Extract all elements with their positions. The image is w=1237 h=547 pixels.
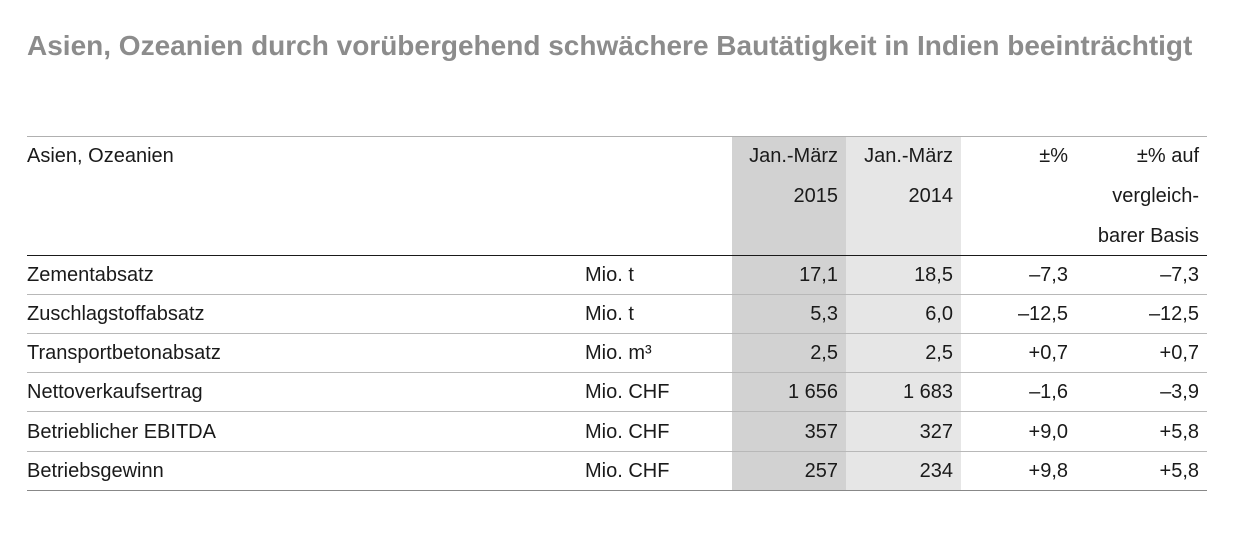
row-divider — [27, 372, 1207, 373]
header-label: Asien, Ozeanien — [27, 145, 174, 167]
header-rule — [27, 255, 1207, 256]
table-top-rule — [27, 136, 1207, 137]
header-2015-line1: Jan.-März — [749, 145, 838, 167]
header-2014-line2: 2014 — [908, 185, 954, 207]
row-value-2014: 6,0 — [925, 303, 953, 325]
row-value-2015: 2,5 — [810, 342, 838, 364]
row-pct: +9,0 — [1028, 421, 1068, 443]
row-label: Betrieblicher EBITDA — [27, 421, 216, 443]
row-divider — [27, 411, 1207, 412]
row-label: Nettoverkaufsertrag — [27, 381, 203, 403]
header-pct-basis-line3: barer Basis — [1097, 225, 1199, 247]
table-bottom-rule — [27, 490, 1207, 491]
row-value-2015: 5,3 — [810, 303, 838, 325]
header-pct-basis-line1: ±% auf — [1136, 145, 1199, 167]
row-pct: +9,8 — [1028, 460, 1068, 482]
row-pct-basis: +0,7 — [1159, 342, 1199, 364]
row-value-2014: 234 — [919, 460, 953, 482]
row-divider — [27, 333, 1207, 334]
row-value-2015: 1 656 — [787, 381, 838, 403]
row-pct-basis: +5,8 — [1159, 460, 1199, 482]
row-pct: –7,3 — [1029, 264, 1068, 286]
header-2015-line2: 2015 — [793, 185, 839, 207]
row-label: Zuschlagstoffabsatz — [27, 303, 205, 325]
row-value-2014: 327 — [919, 421, 953, 443]
row-value-2015: 357 — [804, 421, 838, 443]
row-unit: Mio. CHF — [585, 421, 670, 443]
row-label: Betriebsgewinn — [27, 460, 164, 482]
row-value-2014: 1 683 — [902, 381, 953, 403]
row-pct-basis: –7,3 — [1160, 264, 1199, 286]
row-pct: –12,5 — [1017, 303, 1068, 325]
header-pct: ±% — [1039, 145, 1068, 167]
column-shade-2015 — [732, 136, 846, 491]
row-value-2014: 2,5 — [925, 342, 953, 364]
row-value-2015: 257 — [804, 460, 838, 482]
header-pct-basis-line2: vergleich- — [1112, 185, 1199, 207]
row-label: Zementabsatz — [27, 264, 154, 286]
column-shade-2014 — [846, 136, 961, 491]
row-value-2015: 17,1 — [799, 264, 838, 286]
row-unit: Mio. CHF — [585, 460, 670, 482]
row-pct-basis: –3,9 — [1160, 381, 1199, 403]
row-pct-basis: –12,5 — [1148, 303, 1199, 325]
header-2014-line1: Jan.-März — [864, 145, 953, 167]
page-title: Asien, Ozeanien durch vorübergehend schw… — [27, 30, 1193, 61]
row-divider — [27, 451, 1207, 452]
row-pct: +0,7 — [1028, 342, 1068, 364]
row-unit: Mio. m³ — [585, 342, 652, 364]
row-unit: Mio. t — [585, 303, 634, 325]
row-unit: Mio. t — [585, 264, 634, 286]
row-label: Transportbetonabsatz — [27, 342, 221, 364]
row-divider — [27, 294, 1207, 295]
row-unit: Mio. CHF — [585, 381, 670, 403]
row-pct-basis: +5,8 — [1159, 421, 1199, 443]
row-pct: –1,6 — [1029, 381, 1068, 403]
row-value-2014: 18,5 — [914, 264, 953, 286]
